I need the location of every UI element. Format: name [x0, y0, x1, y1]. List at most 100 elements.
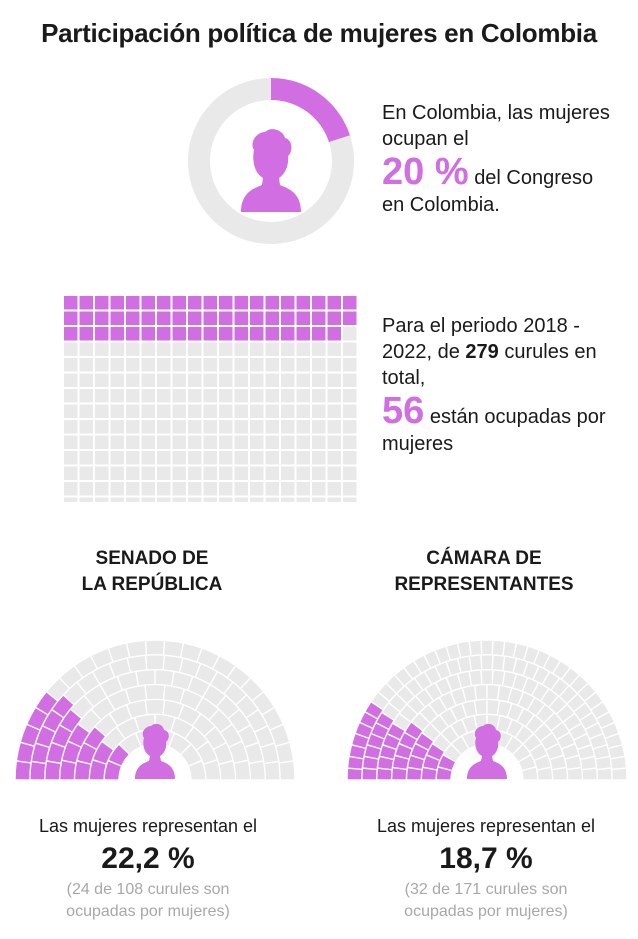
seat-cell: [172, 466, 186, 480]
seat-cell: [250, 404, 264, 418]
seat-cell: [327, 466, 341, 480]
senate-percent: 22,2 %: [101, 842, 195, 875]
hemicycle-seat: [544, 655, 560, 673]
hemicycle-seat: [611, 757, 626, 769]
seat-cell: [250, 327, 264, 341]
seat-cell: [250, 389, 264, 403]
hemicycle-seat: [585, 723, 603, 739]
seat-cell: [157, 435, 171, 449]
seat-cell: [157, 482, 171, 496]
hemicycle-seat: [264, 762, 280, 780]
seat-cell: [312, 482, 326, 496]
hemicycle-seat: [536, 705, 554, 723]
hemicycle-seat: [544, 713, 562, 731]
hemicycle-seat: [389, 694, 407, 711]
senate-title-line2: LA REPÚBLICA: [81, 574, 223, 595]
seat-cell: [157, 497, 171, 502]
seat-cell: [250, 451, 264, 465]
seat-cell: [250, 420, 264, 434]
seat-cell: [219, 373, 233, 387]
hemicycle-seat: [197, 742, 217, 764]
hemicycle-seat: [470, 640, 481, 656]
hemicycle-seat: [270, 725, 289, 746]
hemicycle-seat: [552, 768, 567, 780]
hemicycle-seat: [371, 723, 389, 739]
seat-cell: [219, 389, 233, 403]
house-hemicycle-chart: [347, 640, 627, 780]
hemicycle-seat: [497, 716, 512, 733]
hemicycle-seat: [395, 668, 412, 686]
seat-cell: [141, 296, 155, 310]
hemicycle-seat: [245, 743, 263, 763]
hemicycle-seat: [537, 768, 553, 780]
seat-cell: [234, 311, 248, 325]
hemicycle-seat: [411, 744, 428, 759]
hemicycle-seat: [229, 710, 250, 732]
seat-cell: [219, 435, 233, 449]
seat-cell: [265, 342, 279, 356]
seat-cell: [141, 451, 155, 465]
seats-summary: Para el periodo 2018 - 2022, de 279 curu…: [382, 313, 622, 457]
seat-cell: [64, 466, 78, 480]
hemicycle-seat: [567, 768, 582, 780]
hemicycle-seat: [446, 643, 460, 660]
seat-cell: [64, 420, 78, 434]
hemicycle-seat: [392, 768, 407, 780]
hemicycle-seat: [185, 727, 208, 750]
hemicycle-seat: [393, 714, 411, 730]
seat-cell: [126, 466, 140, 480]
senate-note-line2: ocupadas por mujeres): [66, 903, 230, 920]
hemicycle-seat: [145, 685, 165, 700]
hemicycle-seat: [565, 756, 581, 769]
hemicycle-seat: [426, 683, 442, 701]
hemicycle-seat: [217, 696, 239, 718]
hemicycle-seat: [189, 761, 206, 780]
hemicycle-seat: [440, 692, 456, 710]
seat-cell: [64, 404, 78, 418]
seat-cell: [141, 342, 155, 356]
seat-cell: [281, 311, 295, 325]
seat-cell: [79, 466, 93, 480]
hemicycle-seat: [386, 675, 404, 693]
hemicycle-seat: [562, 744, 579, 759]
hemicycle-seat: [209, 710, 232, 732]
hemicycle-seat: [93, 742, 113, 764]
seat-cell: [281, 420, 295, 434]
seat-cell: [234, 327, 248, 341]
seat-cell: [157, 451, 171, 465]
hemicycle-seat: [534, 724, 552, 741]
hemicycle-seat: [475, 685, 487, 700]
hemicycle-seat: [379, 684, 396, 701]
hemicycle-seat: [234, 761, 250, 780]
seat-cell: [110, 373, 124, 387]
hemicycle-seat: [498, 701, 511, 717]
seat-cell: [172, 373, 186, 387]
hemicycle-seat: [255, 726, 274, 747]
hemicycle-seat: [458, 641, 471, 657]
hemicycle-seat: [68, 724, 89, 747]
hemicycle-seat: [172, 672, 192, 690]
hemicycle-seat: [517, 709, 534, 726]
seat-cell: [157, 389, 171, 403]
seat-cell: [110, 342, 124, 356]
hemicycle-seat: [196, 664, 217, 684]
hemicycle-seat: [569, 724, 587, 740]
hemicycle-seat: [52, 725, 72, 747]
hemicycle-seat: [163, 700, 183, 718]
hemicycle-seat: [27, 708, 48, 730]
hemicycle-seat: [508, 704, 523, 721]
seat-cell: [281, 451, 295, 465]
seat-cell: [203, 420, 217, 434]
hemicycle-seat: [393, 756, 409, 769]
seat-cell: [281, 358, 295, 372]
hemicycle-seat: [578, 684, 595, 701]
hemicycle-seat: [196, 698, 218, 720]
seat-cell: [157, 466, 171, 480]
hemicycle-seat: [128, 655, 147, 672]
hemicycle-seat: [75, 761, 91, 780]
seat-cell: [141, 404, 155, 418]
seat-cell: [250, 342, 264, 356]
seat-cell: [110, 327, 124, 341]
hemicycle-seat: [348, 757, 363, 769]
seat-cell: [265, 420, 279, 434]
